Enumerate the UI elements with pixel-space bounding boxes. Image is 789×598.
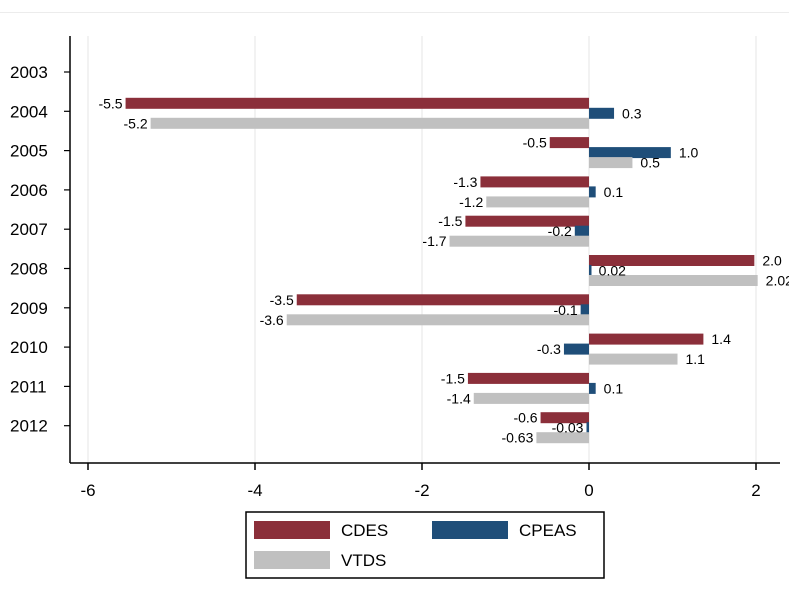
bar-cdes [589, 333, 704, 345]
top-band [0, 0, 789, 13]
data-label-cdes: -1.3 [453, 174, 477, 190]
data-label-cpeas: 0.02 [599, 263, 626, 279]
data-label-cdes: -5.5 [98, 95, 122, 111]
bar-vtds [589, 353, 678, 365]
legend-swatch-cpeas [432, 521, 508, 539]
data-label-vtds: -3.6 [260, 312, 284, 328]
bar-cdes [296, 294, 589, 306]
x-tick-label: 2 [751, 481, 760, 500]
bar-cpeas [574, 225, 589, 237]
data-label-cpeas: -0.1 [554, 302, 578, 318]
bar-cdes [549, 137, 589, 149]
data-label-cdes: 1.4 [711, 331, 731, 347]
data-label-cpeas: -0.3 [537, 341, 561, 357]
bar-cdes [125, 97, 589, 109]
category-label: 2005 [10, 142, 48, 161]
bar-vtds [449, 235, 589, 247]
bar-cpeas [589, 107, 615, 119]
category-label: 2004 [10, 102, 48, 121]
category-label: 2010 [10, 338, 48, 357]
data-label-cdes: -3.5 [270, 292, 294, 308]
bar-cdes [540, 412, 589, 424]
bar-vtds [150, 117, 589, 129]
bar-vtds [286, 314, 589, 326]
data-label-cdes: 2.0 [762, 253, 782, 269]
bar-vtds [473, 392, 589, 404]
legend-label-cpeas: CPEAS [519, 521, 577, 540]
data-label-cdes: -0.6 [513, 410, 537, 426]
data-label-vtds: 2.02 [766, 273, 789, 289]
bar-cpeas [589, 147, 671, 159]
bar-cpeas [580, 304, 589, 316]
data-label-vtds: 0.5 [640, 155, 660, 171]
category-label: 2007 [10, 220, 48, 239]
legend-label-vtds: VTDS [341, 551, 386, 570]
x-tick-label: -4 [247, 481, 262, 500]
data-label-cpeas: -0.2 [548, 223, 572, 239]
bar-cdes [480, 176, 589, 188]
data-label-cdes: -0.5 [523, 135, 547, 151]
bar-vtds [486, 196, 589, 208]
category-label: 2008 [10, 260, 48, 279]
x-tick-label: -6 [80, 481, 95, 500]
x-tick-label: -2 [414, 481, 429, 500]
data-label-cdes: -1.5 [438, 213, 462, 229]
category-label: 2011 [10, 377, 47, 396]
bar-cpeas [589, 265, 592, 276]
data-label-cpeas: 0.3 [622, 105, 642, 121]
data-label-cpeas: 0.1 [604, 184, 624, 200]
legend-swatch-vtds [254, 551, 330, 569]
bar-vtds [589, 275, 758, 286]
data-label-vtds: 1.1 [686, 351, 706, 367]
legend-swatch-cdes [254, 521, 330, 539]
data-labels: -5.5 -0.5 -1.3 -1.5 2.0 -3.5 1.4 -1.5 -0.6 0.3 1.0… [98, 95, 789, 445]
legend: CDES CPEAS VTDS [245, 511, 605, 579]
category-label: 2012 [10, 417, 48, 436]
x-ticks: -6 -4 -2 0 2 [80, 463, 761, 500]
axes [69, 36, 780, 464]
bar-cpeas [563, 343, 589, 355]
bars [125, 97, 758, 444]
legend-label-cdes: CDES [341, 521, 388, 540]
data-label-vtds: -1.2 [459, 194, 483, 210]
data-label-cdes: -1.5 [441, 370, 465, 386]
bar-cdes [467, 372, 589, 384]
data-label-vtds: -5.2 [124, 115, 148, 131]
data-label-vtds: -0.63 [501, 430, 533, 446]
category-label: 2006 [10, 181, 48, 200]
category-label: 2003 [10, 63, 48, 82]
data-label-cpeas: 1.0 [679, 145, 699, 161]
data-label-cpeas: -0.03 [552, 420, 584, 436]
bar-cdes [589, 255, 755, 266]
bar-cdes [465, 215, 589, 227]
data-label-vtds: -1.7 [422, 233, 446, 249]
bar-cpeas [589, 186, 596, 198]
x-tick-label: 0 [584, 481, 593, 500]
category-label: 2009 [10, 299, 48, 318]
bar-cpeas [589, 382, 596, 394]
bar-cpeas [586, 422, 589, 434]
bar-vtds [536, 432, 589, 444]
category-labels: 2003 2004 2005 2006 2007 2008 2009 2010 2011 2012 [10, 63, 70, 436]
data-label-vtds: -1.4 [447, 390, 471, 406]
bar-vtds [589, 157, 633, 169]
data-label-cpeas: 0.1 [604, 380, 624, 396]
